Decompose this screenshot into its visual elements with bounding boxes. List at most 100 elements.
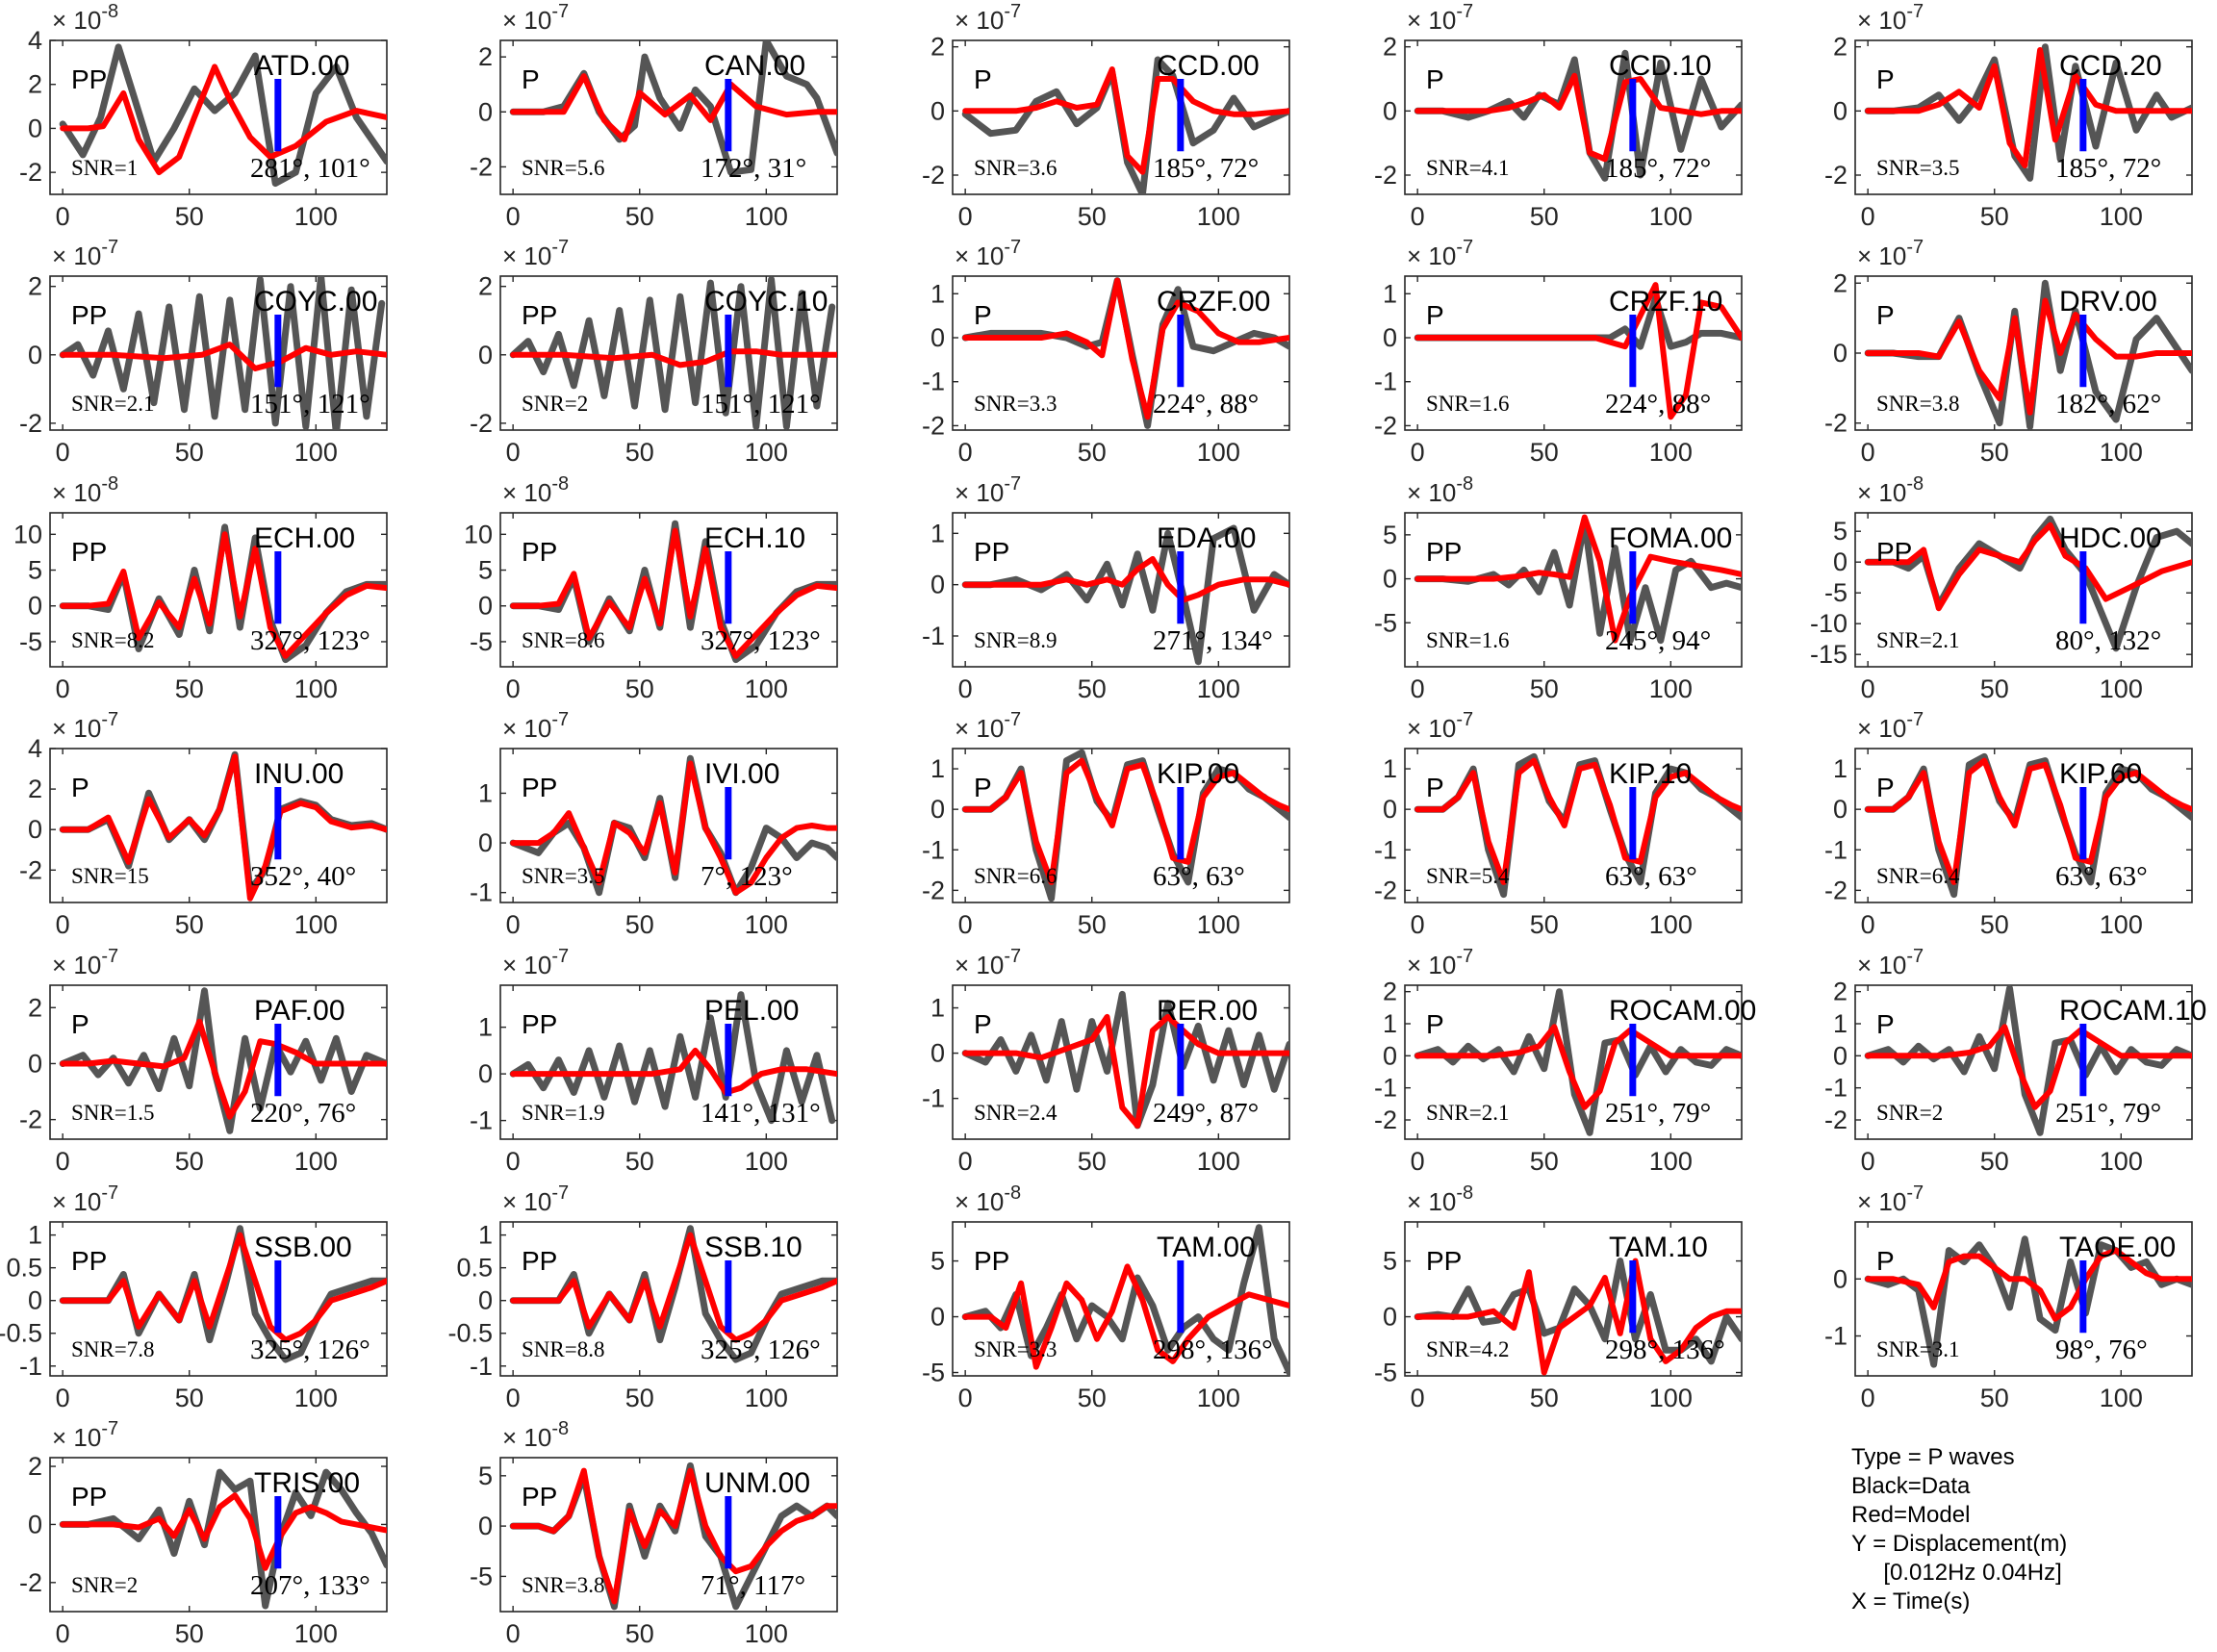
snr-label: SNR=1.6 bbox=[1426, 392, 1509, 416]
y-tick-label: -5 bbox=[19, 627, 42, 656]
station-label: UNM.00 bbox=[704, 1467, 810, 1499]
phase-label: P bbox=[71, 773, 89, 802]
x-tick-label: 100 bbox=[745, 202, 788, 231]
x-tick-label: 100 bbox=[745, 1619, 788, 1647]
y-exponent-label: × 10-7 bbox=[1857, 1, 1924, 35]
y-tick-label: 0.5 bbox=[6, 1254, 42, 1283]
snr-label: SNR=2 bbox=[1876, 1101, 1943, 1125]
y-tick-label: 4 bbox=[28, 734, 42, 763]
station-label: KIP.10 bbox=[1609, 758, 1692, 790]
y-tick-label: 10 bbox=[464, 520, 493, 548]
y-tick-label: -2 bbox=[19, 409, 42, 438]
angles-label: 151°, 121° bbox=[250, 389, 370, 419]
snr-label: SNR=3.3 bbox=[974, 392, 1057, 416]
model-trace bbox=[962, 277, 1289, 420]
y-tick-label: 2 bbox=[930, 33, 945, 62]
station-label: SSB.00 bbox=[254, 1232, 352, 1263]
y-tick-label: -1 bbox=[1374, 1074, 1397, 1103]
model-trace bbox=[1414, 514, 1742, 644]
x-tick-label: 0 bbox=[506, 674, 521, 703]
x-tick-label: 0 bbox=[958, 674, 973, 703]
station-label: CAN.00 bbox=[704, 50, 805, 82]
snr-label: SNR=6.4 bbox=[1876, 864, 1960, 888]
station-label: TAM.00 bbox=[1157, 1232, 1256, 1263]
y-tick-label: 0 bbox=[28, 114, 42, 142]
snr-label: SNR=3.6 bbox=[974, 156, 1057, 180]
x-tick-label: 0 bbox=[958, 438, 973, 467]
station-label: TRIS.00 bbox=[254, 1467, 360, 1499]
phase-label: PP bbox=[71, 300, 107, 330]
angles-label: 63°, 63° bbox=[1153, 861, 1245, 892]
x-tick-label: 50 bbox=[625, 910, 654, 939]
y-exponent-label: × 10-7 bbox=[1407, 709, 1473, 743]
angles-label: 327°, 123° bbox=[250, 625, 370, 656]
y-tick-label: -2 bbox=[19, 1568, 42, 1597]
traces bbox=[1864, 752, 2192, 899]
station-label: KIP.60 bbox=[2059, 758, 2142, 790]
x-tick-label: 0 bbox=[56, 1384, 70, 1412]
traces bbox=[509, 1461, 837, 1611]
snr-label: SNR=6.6 bbox=[974, 864, 1057, 888]
traces bbox=[509, 276, 837, 430]
y-tick-label: -5 bbox=[1374, 1359, 1397, 1387]
panel-ccd-20: 0 50 100 -2 0 2 × 10-7 P CCD.20 SNR=3.5 185°, 72° bbox=[1824, 1, 2193, 231]
model-trace bbox=[1865, 297, 2192, 416]
y-tick-label: 2 bbox=[28, 272, 42, 301]
snr-label: SNR=3.8 bbox=[1876, 392, 1959, 416]
y-tick-label: 0 bbox=[930, 571, 945, 599]
traces bbox=[59, 1468, 387, 1610]
x-tick-label: 50 bbox=[1980, 438, 2009, 467]
y-exponent-label: × 10-7 bbox=[502, 709, 569, 743]
y-tick-label: 1 bbox=[930, 519, 945, 547]
x-tick-label: 100 bbox=[2100, 910, 2143, 939]
x-tick-label: 50 bbox=[175, 910, 204, 939]
panel-ssb-10: 0 50 100 -1 -0.5 0 0.5 1 × 10-7 PP SSB.10 SNR=8.8 32… bbox=[447, 1182, 838, 1412]
y-tick-label: 0 bbox=[930, 1039, 945, 1068]
y-tick-label: 1 bbox=[1383, 279, 1397, 308]
y-tick-label: -2 bbox=[922, 411, 945, 440]
angles-label: 207°, 133° bbox=[250, 1570, 370, 1601]
phase-label: P bbox=[1876, 300, 1895, 330]
y-tick-label: 0 bbox=[1833, 1041, 1848, 1070]
x-tick-label: 100 bbox=[294, 910, 338, 939]
phase-label: PP bbox=[974, 537, 1009, 567]
x-tick-label: 100 bbox=[745, 438, 788, 467]
panel-inu-00: 0 50 100 -2 0 2 4 × 10-7 P INU.00 SNR=15 352°, 40° bbox=[19, 709, 388, 939]
y-tick-label: -1 bbox=[1374, 835, 1397, 864]
y-tick-label: 0 bbox=[28, 341, 42, 369]
y-tick-label: 0 bbox=[1833, 339, 1848, 368]
model-trace bbox=[60, 1492, 387, 1571]
snr-label: SNR=3.5 bbox=[522, 864, 604, 888]
angles-label: 352°, 40° bbox=[250, 861, 356, 892]
snr-label: SNR=4.1 bbox=[1426, 156, 1509, 180]
station-label: ROCAM.00 bbox=[1609, 995, 1756, 1027]
x-tick-label: 50 bbox=[625, 1619, 654, 1647]
y-tick-label: -5 bbox=[922, 1359, 945, 1387]
y-tick-label: -2 bbox=[1374, 1106, 1397, 1134]
station-label: EDA.00 bbox=[1157, 522, 1256, 554]
panel-kip-60: 0 50 100 -2 -1 0 1 × 10-7 P KIP.60 SNR=6.4 63°, 63° bbox=[1824, 709, 2193, 939]
x-tick-label: 50 bbox=[1530, 674, 1559, 703]
phase-label: P bbox=[522, 64, 540, 94]
y-exponent-label: × 10-7 bbox=[502, 946, 569, 979]
x-tick-label: 0 bbox=[506, 1384, 521, 1412]
y-tick-label: 0 bbox=[1833, 547, 1848, 576]
snr-label: SNR=1.6 bbox=[1426, 628, 1509, 652]
snr-label: SNR=2.4 bbox=[974, 1101, 1058, 1125]
x-tick-label: 0 bbox=[1411, 674, 1425, 703]
y-tick-label: -1 bbox=[1824, 1322, 1848, 1351]
model-trace bbox=[60, 1018, 387, 1120]
phase-label: PP bbox=[974, 1246, 1009, 1276]
y-tick-label: -1 bbox=[922, 835, 945, 864]
figure-legend: Type = P waves Black=Data Red=Model Y = … bbox=[1851, 1443, 2198, 1616]
x-tick-label: 100 bbox=[294, 202, 338, 231]
y-tick-label: 1 bbox=[28, 1221, 42, 1250]
station-label: TAOE.00 bbox=[2059, 1232, 2176, 1263]
y-tick-label: 0 bbox=[478, 1286, 493, 1315]
phase-label: PP bbox=[1426, 1246, 1462, 1276]
data-trace bbox=[1414, 1258, 1742, 1365]
phase-label: PP bbox=[522, 1482, 557, 1512]
traces bbox=[1414, 514, 1742, 645]
angles-label: 251°, 79° bbox=[1605, 1098, 1711, 1129]
